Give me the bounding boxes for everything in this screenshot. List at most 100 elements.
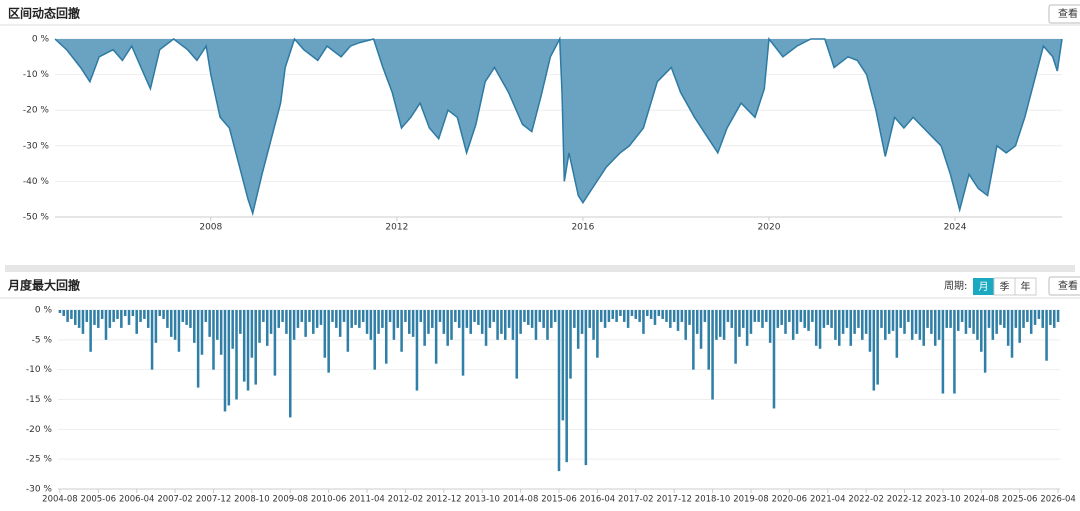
bar [1041, 310, 1044, 328]
bar [411, 310, 415, 337]
bar [653, 310, 657, 325]
bar [258, 310, 261, 343]
x-tick-label: 2019-08 [733, 495, 769, 505]
bar [507, 310, 511, 328]
bar [857, 310, 860, 328]
bar [480, 310, 484, 334]
bar [684, 310, 687, 340]
bar [757, 310, 760, 322]
bar [715, 310, 718, 340]
bar [162, 310, 165, 319]
bar [573, 310, 576, 328]
bar [776, 310, 780, 328]
x-tick-label: 2014-08 [503, 495, 539, 505]
bar [550, 310, 553, 328]
bar [308, 310, 311, 322]
bar [649, 310, 653, 319]
bar [884, 310, 887, 340]
y-tick-label: -5 % [32, 335, 53, 345]
period-button[interactable] [1014, 277, 1037, 296]
period-button-label[interactable]: 月 [979, 281, 989, 293]
bar [861, 310, 864, 340]
bar [377, 310, 380, 334]
bar [488, 310, 492, 328]
bar [1045, 310, 1048, 361]
bar [254, 310, 257, 385]
bar [239, 310, 242, 334]
bar [565, 310, 568, 463]
bar [135, 310, 138, 334]
bar [918, 310, 922, 340]
bar [603, 310, 607, 328]
bar [273, 310, 277, 376]
bar [657, 310, 661, 316]
bar [519, 310, 522, 334]
bar [1003, 310, 1006, 328]
bar [956, 310, 960, 331]
bar [669, 310, 672, 328]
bar [77, 310, 81, 328]
y-tick-label: -20 % [26, 425, 53, 435]
bar [158, 310, 162, 316]
bar [212, 310, 215, 370]
bar [553, 310, 557, 322]
view-button-label[interactable]: 查看 [1058, 279, 1078, 292]
bar [734, 310, 737, 364]
bar [910, 310, 914, 340]
bar [745, 310, 749, 346]
bar [438, 310, 442, 322]
bar [66, 310, 69, 322]
bar [695, 310, 699, 334]
bar [688, 310, 691, 325]
bar [672, 310, 676, 322]
view-button-label[interactable]: 查看 [1058, 7, 1078, 20]
x-tick-label: 2022-12 [887, 495, 923, 505]
bar [676, 310, 680, 331]
bar [784, 310, 787, 334]
x-tick-label: 2022-02 [848, 495, 884, 505]
bar [131, 310, 135, 316]
bar [726, 310, 730, 322]
bar [611, 310, 615, 319]
period-button-label[interactable]: 年 [1021, 280, 1031, 293]
bar [949, 310, 952, 328]
x-tick-label: 2016 [571, 223, 594, 233]
bar [265, 310, 269, 346]
x-tick-label: 2010-06 [311, 495, 347, 505]
bar [788, 310, 791, 322]
x-tick-label: 2023-10 [925, 495, 961, 505]
bar [85, 310, 89, 322]
bar [1006, 310, 1010, 346]
x-tick-label: 2007-02 [157, 495, 193, 505]
bar [58, 310, 62, 313]
bar [461, 310, 465, 376]
bar [830, 310, 833, 328]
bar [112, 310, 115, 322]
bar [361, 310, 365, 322]
bar [1052, 310, 1056, 328]
x-tick-label: 2011-04 [349, 495, 385, 505]
bar [415, 310, 419, 391]
bar [204, 310, 208, 322]
bar [707, 310, 710, 370]
bar [711, 310, 714, 400]
view-button[interactable] [1048, 4, 1080, 24]
bar [454, 310, 457, 322]
bar [500, 310, 503, 334]
bar [465, 310, 469, 328]
bar [319, 310, 323, 325]
period-button-active[interactable] [973, 278, 994, 295]
period-button-label[interactable]: 季 [1000, 281, 1010, 293]
bar [665, 310, 668, 322]
bar [100, 310, 104, 319]
bar [983, 310, 987, 373]
y-tick-label: 0 % [35, 306, 53, 316]
bar [523, 310, 526, 322]
bar [999, 310, 1002, 325]
bar [699, 310, 703, 349]
bar [446, 310, 449, 346]
view-button[interactable] [1048, 276, 1080, 296]
bar [304, 310, 307, 337]
bar [941, 310, 945, 394]
